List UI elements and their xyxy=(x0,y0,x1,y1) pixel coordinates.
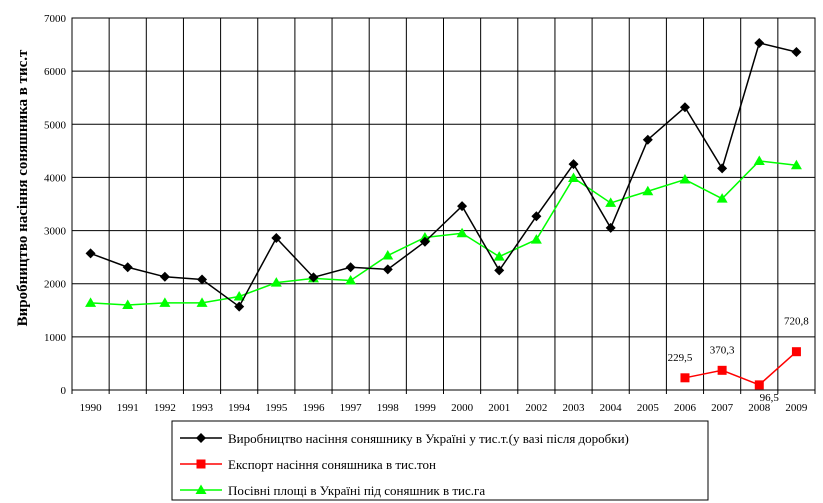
series-2 xyxy=(85,155,802,309)
data-point xyxy=(642,185,654,196)
data-point xyxy=(530,234,542,244)
data-point xyxy=(456,227,468,238)
x-tick-label: 2002 xyxy=(525,402,547,414)
data-point xyxy=(159,271,170,282)
x-tick-label: 2004 xyxy=(600,402,623,414)
data-label: 229,5 xyxy=(668,352,693,364)
y-tick-label: 7000 xyxy=(44,13,67,25)
series-layer xyxy=(85,37,802,390)
data-point xyxy=(122,299,134,309)
data-point xyxy=(753,155,765,165)
series-0 xyxy=(85,37,802,312)
x-tick-label: 2000 xyxy=(451,402,474,414)
x-tick-label: 1991 xyxy=(117,402,139,414)
series-line xyxy=(684,351,797,386)
x-tick-label: 2008 xyxy=(748,402,771,414)
x-tick-label: 2001 xyxy=(488,402,510,414)
data-label: 96,5 xyxy=(760,392,780,404)
x-tick-label: 1993 xyxy=(191,402,214,414)
x-tick-label: 1994 xyxy=(228,402,251,414)
x-tick-label: 1997 xyxy=(340,402,363,414)
legend-item: Посівні площі в Україні під соняшник в т… xyxy=(180,483,485,498)
data-point xyxy=(234,301,245,312)
data-point xyxy=(642,134,653,145)
data-point xyxy=(159,297,171,307)
legend: Виробництво насіння соняшнику в Україні … xyxy=(171,420,709,501)
data-point xyxy=(568,172,580,182)
data-point xyxy=(271,233,282,244)
x-tick-label: 2009 xyxy=(785,402,808,414)
data-point xyxy=(791,47,802,58)
legend-marker xyxy=(195,484,207,494)
series-1 xyxy=(680,347,801,390)
y-tick-label: 6000 xyxy=(44,66,67,78)
series-line xyxy=(90,160,797,306)
data-point xyxy=(605,222,616,233)
x-tick-label: 1995 xyxy=(265,402,288,414)
legend-box xyxy=(171,420,709,501)
y-tick-label: 3000 xyxy=(44,226,67,238)
data-point xyxy=(494,265,505,276)
x-tick-label: 2003 xyxy=(563,402,586,414)
data-point xyxy=(308,272,319,283)
legend-marker xyxy=(196,433,206,443)
x-axis-tick-labels: 1990 1991 1992 1993 1994 1995 1996 1997 1998 1999… xyxy=(80,402,808,414)
data-point xyxy=(716,193,728,203)
data-point xyxy=(122,262,133,273)
data-point xyxy=(791,347,801,357)
legend-label: Виробництво насіння соняшнику в Україні … xyxy=(228,431,629,446)
legend-label: Експорт насіння соняшника в тис.тон xyxy=(228,457,436,472)
data-labels: 229,5 370,3 96,5 720,8 xyxy=(668,316,810,404)
data-point xyxy=(605,197,617,207)
data-point xyxy=(419,236,430,247)
data-point xyxy=(233,290,245,301)
x-tick-label: 1998 xyxy=(377,402,400,414)
x-tick-label: 2006 xyxy=(674,402,697,414)
x-tick-label: 2005 xyxy=(637,402,660,414)
data-point xyxy=(717,365,727,375)
data-point xyxy=(493,251,505,261)
y-tick-label: 0 xyxy=(61,385,67,397)
data-point xyxy=(568,159,579,170)
y-tick-label: 1000 xyxy=(44,332,67,344)
data-point xyxy=(717,163,728,174)
data-point xyxy=(754,380,764,390)
data-point xyxy=(382,264,393,275)
data-point xyxy=(345,262,356,273)
y-axis-tick-labels: 0 1000 2000 3000 4000 5000 6000 7000 xyxy=(44,13,67,397)
data-point xyxy=(531,211,542,222)
data-point xyxy=(790,159,802,170)
data-point xyxy=(270,277,282,287)
x-tick-label: 1992 xyxy=(154,402,176,414)
y-tick-label: 4000 xyxy=(44,172,67,184)
x-tick-label: 1999 xyxy=(414,402,437,414)
y-axis-title: Виробництво насіння соняшника в тис.т xyxy=(15,49,31,326)
data-point xyxy=(85,297,97,307)
grid-lines xyxy=(71,17,816,394)
legend-marker xyxy=(196,459,206,469)
data-point xyxy=(680,373,690,383)
x-tick-label: 1990 xyxy=(80,402,103,414)
data-label: 370,3 xyxy=(710,344,735,356)
x-tick-label: 2007 xyxy=(711,402,734,414)
data-label: 720,8 xyxy=(784,316,809,328)
data-point xyxy=(382,250,394,260)
legend-item: Виробництво насіння соняшнику в Україні … xyxy=(180,431,629,446)
legend-item: Експорт насіння соняшника в тис.тон xyxy=(180,457,436,472)
legend-label: Посівні площі в Україні під соняшник в т… xyxy=(228,483,485,498)
y-tick-label: 5000 xyxy=(44,119,67,131)
series-line xyxy=(90,42,797,308)
data-point xyxy=(197,274,208,285)
data-point xyxy=(457,201,468,212)
data-point xyxy=(754,37,765,48)
data-point xyxy=(345,275,357,285)
data-point xyxy=(85,248,96,259)
data-point xyxy=(679,102,690,113)
x-tick-label: 1996 xyxy=(302,402,325,414)
y-tick-label: 2000 xyxy=(44,279,67,291)
data-point xyxy=(679,174,691,184)
data-point xyxy=(196,297,208,307)
